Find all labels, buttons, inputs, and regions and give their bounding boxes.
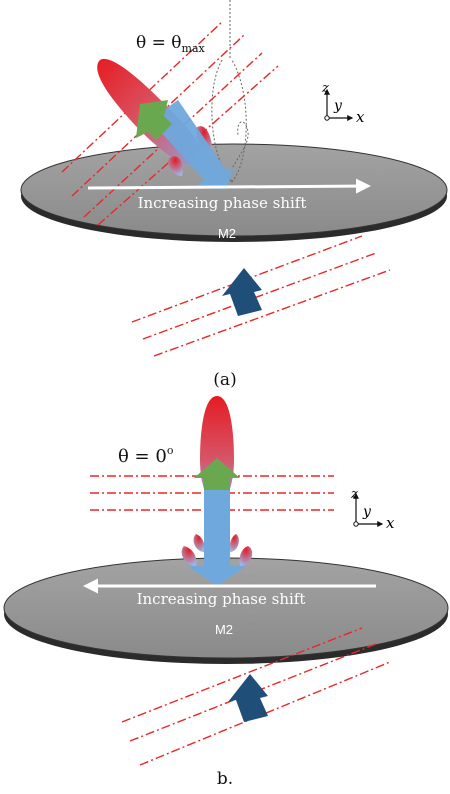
axis-y-b: y bbox=[362, 504, 372, 520]
axis-x-b: x bbox=[386, 514, 395, 532]
panel-a: Increasing phase shift M2 θ = θmax z y x bbox=[20, 0, 448, 357]
mirror-label-a: M2 bbox=[218, 226, 236, 241]
phase-shift-label-b: Increasing phase shift bbox=[137, 590, 306, 608]
axis-z-a: z bbox=[321, 81, 329, 96]
axis-x-a: x bbox=[356, 108, 365, 126]
axis-triad-b: z y x bbox=[350, 487, 395, 532]
axis-triad-a: z y x bbox=[321, 81, 365, 126]
phase-shift-arrow-a bbox=[87, 178, 371, 194]
reflected-arrow-b bbox=[194, 458, 240, 490]
caption-a: (a) bbox=[213, 370, 236, 390]
incident-arrow-a bbox=[222, 268, 262, 316]
incident-wavefronts-a bbox=[131, 235, 391, 357]
reflected-arrow-a bbox=[136, 100, 172, 140]
angle-label-b: θ = 0o bbox=[118, 444, 174, 467]
mirror-label-b: M2 bbox=[215, 622, 233, 637]
mirror-m2-a bbox=[20, 143, 448, 242]
angle-label-a: θ = θmax bbox=[136, 33, 206, 55]
axis-y-a: y bbox=[333, 98, 343, 114]
axis-z-b: z bbox=[350, 487, 358, 502]
caption-b: b. bbox=[217, 769, 233, 789]
phase-shift-label-a: Increasing phase shift bbox=[138, 194, 307, 212]
incident-arrow-b bbox=[228, 674, 268, 722]
beam-lobe-b bbox=[181, 396, 253, 586]
panel-b: Increasing phase shift M2 θ = 0o z y x bbox=[3, 396, 449, 766]
